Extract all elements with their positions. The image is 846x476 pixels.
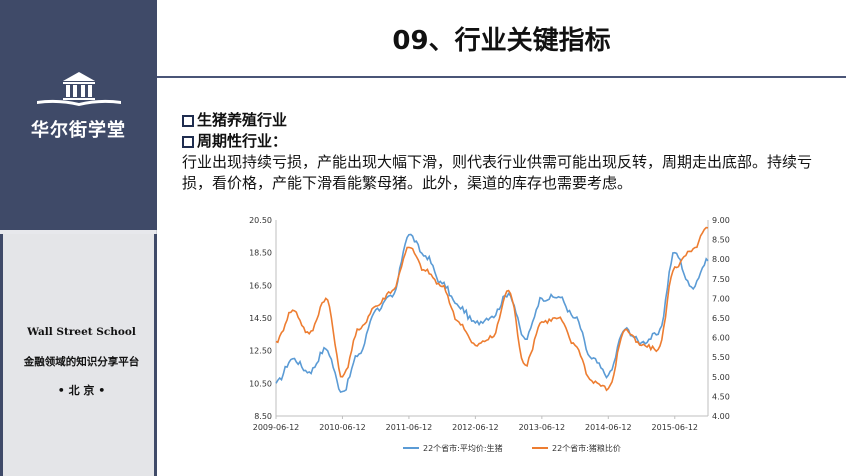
x-tick-label: 2010-06-12 (319, 423, 366, 432)
chart-svg: 20.50 18.50 16.50 14.50 12.50 10.50 8.50 9.00 8.… (249, 216, 730, 453)
paragraph: 行业出现持续亏损，产能出现大幅下滑，则代表行业供需可能出现反转，周期走出底部。持… (182, 153, 813, 192)
bullet-item: 生猪养殖行业 (182, 110, 822, 131)
y-right-tick-label: 6.50 (712, 314, 730, 323)
y-right-tick-label: 7.00 (712, 294, 730, 303)
y-left-tick-label: 8.50 (254, 412, 272, 421)
title-band: 09、行业关键指标 (157, 0, 846, 78)
y-right-tick-label: 5.00 (712, 373, 730, 382)
brand-name: 华尔街学堂 (31, 120, 126, 141)
x-tick-label: 2014-06-12 (585, 423, 632, 432)
y-left-tick-label: 18.50 (249, 249, 272, 258)
x-tick-label: 2011-06-12 (386, 423, 433, 432)
legend-label: 22个省市:平均价:生猪 (423, 443, 503, 453)
x-tick-label: 2009-06-12 (253, 423, 300, 432)
city-label: • 北 京 • (57, 384, 106, 397)
y-right-tick-label: 9.00 (712, 216, 730, 225)
y-right-tick-label: 7.50 (712, 275, 730, 284)
y-right-tick-label: 4.00 (712, 412, 730, 421)
sidebar-info-panel: Wall Street School 金融领域的知识分享平台 • 北 京 • (0, 234, 157, 476)
y-left-tick-label: 16.50 (249, 281, 272, 290)
slogan: 金融领域的知识分享平台 (23, 356, 140, 368)
content-block: 生猪养殖行业 周期性行业： 行业出现持续亏损，产能出现大幅下滑，则代表行业供需可… (182, 110, 822, 194)
x-tick-label: 2012-06-12 (452, 423, 499, 432)
price-chart: 20.50 18.50 16.50 14.50 12.50 10.50 8.50 9.00 8.… (238, 212, 748, 474)
building-book-icon (37, 72, 121, 106)
legend-label: 22个省市:猪粮比价 (552, 443, 621, 453)
y-right-tick-label: 8.00 (712, 255, 730, 264)
page-title: 09、行业关键指标 (392, 26, 611, 56)
bullet-label: 周期性行业： (197, 132, 288, 150)
y-right-tick-label: 5.50 (712, 353, 730, 362)
series-line (275, 226, 709, 392)
brand-panel: 华尔街学堂 (0, 0, 157, 230)
y-left-tick-label: 14.50 (249, 314, 272, 323)
y-right-tick-label: 8.50 (712, 236, 730, 245)
bullet-item: 周期性行业： (182, 131, 822, 152)
y-left-tick-label: 20.50 (249, 216, 272, 225)
series-line (275, 233, 709, 394)
x-tick-label: 2013-06-12 (519, 423, 566, 432)
sidebar: 华尔街学堂 Wall Street School 金融领域的知识分享平台 • 北… (0, 0, 157, 476)
school-english-name: Wall Street School (27, 326, 136, 338)
x-tick-label: 2015-06-12 (652, 423, 699, 432)
checkbox-square-icon (182, 135, 194, 148)
y-left-tick-label: 12.50 (249, 347, 272, 356)
y-right-tick-label: 4.50 (712, 392, 730, 401)
bullet-label: 生猪养殖行业 (197, 111, 288, 129)
y-left-tick-label: 10.50 (249, 379, 272, 388)
checkbox-square-icon (182, 114, 194, 127)
y-right-tick-label: 6.00 (712, 334, 730, 343)
